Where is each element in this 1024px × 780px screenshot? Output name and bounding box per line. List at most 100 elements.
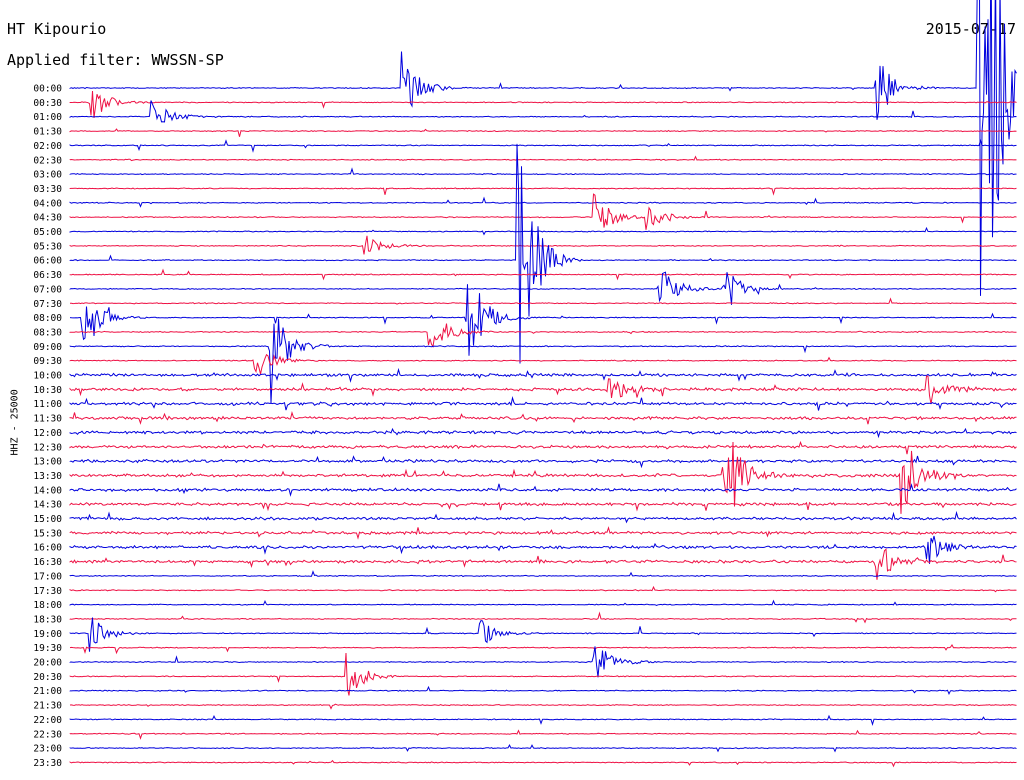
time-tick-label: 21:00 — [33, 686, 62, 697]
trace-row-0130 — [69, 128, 1017, 137]
trace-row-1230 — [69, 440, 1017, 455]
time-tick-label: 12:00 — [33, 428, 62, 439]
trace-row-2000 — [69, 646, 1017, 678]
trace-row-0100 — [69, 100, 1017, 123]
trace-row-0400 — [69, 196, 1017, 208]
time-tick-label: 04:30 — [33, 213, 62, 224]
time-tick-label: 19:00 — [33, 629, 62, 640]
trace-row-2300 — [69, 744, 1017, 753]
time-tick-label: 15:00 — [33, 514, 62, 525]
trace-row-1330 — [69, 441, 1017, 514]
trace-row-0730 — [70, 297, 1017, 305]
trace-row-1430 — [69, 501, 1017, 512]
time-tick-label: 07:30 — [33, 299, 62, 310]
trace-row-1930 — [69, 644, 1017, 655]
time-tick-label: 11:00 — [33, 399, 62, 410]
time-tick-label: 06:00 — [33, 256, 62, 267]
trace-row-2330 — [69, 759, 1017, 768]
filter-label: Applied filter: WWSSN-SP — [7, 51, 224, 69]
time-tick-label: 03:00 — [33, 170, 62, 181]
trace-row-1100 — [69, 396, 1017, 411]
trace-row-1700 — [69, 570, 1017, 578]
time-tick-label: 22:30 — [33, 729, 62, 740]
time-tick-label: 08:30 — [33, 327, 62, 338]
trace-row-1000 — [69, 367, 1017, 383]
trace-row-0300 — [69, 167, 1017, 176]
trace-row-2200 — [69, 714, 1017, 727]
time-tick-label: 17:00 — [33, 571, 62, 582]
time-tick-label: 14:30 — [33, 500, 62, 511]
time-tick-label: 03:30 — [33, 184, 62, 195]
trace-row-0000 — [69, 0, 1017, 296]
time-tick-label: 05:00 — [33, 227, 62, 238]
trace-row-1730 — [69, 585, 1017, 593]
trace-row-1630 — [69, 548, 1017, 580]
time-tick-label: 17:30 — [33, 586, 62, 597]
trace-row-0630 — [69, 268, 1017, 281]
time-tick-label: 07:00 — [33, 284, 62, 295]
trace-row-0030 — [69, 90, 1017, 118]
time-tick-label: 18:00 — [33, 600, 62, 611]
trace-row-0830 — [69, 323, 1017, 348]
time-tick-label: 13:30 — [33, 471, 62, 482]
trace-row-1600 — [69, 535, 1017, 564]
time-tick-label: 05:30 — [33, 241, 62, 252]
time-tick-label: 10:00 — [33, 371, 62, 382]
time-tick-label: 21:30 — [33, 701, 62, 712]
time-tick-label: 10:30 — [33, 385, 62, 396]
time-tick-label: 09:30 — [33, 356, 62, 367]
time-tick-label: 14:00 — [33, 485, 62, 496]
time-tick-label: 00:30 — [33, 98, 62, 109]
station-title: HT Kipourio — [7, 20, 107, 38]
time-tick-label: 00:00 — [33, 84, 62, 95]
time-tick-label: 23:00 — [33, 744, 62, 755]
time-tick-label: 13:00 — [33, 457, 62, 468]
trace-row-1800 — [69, 599, 1017, 607]
time-tick-label: 09:00 — [33, 342, 62, 353]
trace-row-0800 — [69, 284, 1017, 356]
time-tick-label: 18:30 — [33, 614, 62, 625]
time-tick-label: 19:30 — [33, 643, 62, 654]
trace-row-1300 — [69, 455, 1017, 469]
trace-row-1030 — [69, 375, 1017, 405]
time-tick-label: 06:30 — [33, 270, 62, 281]
time-tick-label: 22:00 — [33, 715, 62, 726]
time-tick-label: 01:30 — [33, 127, 62, 138]
time-tick-label: 04:00 — [33, 198, 62, 209]
trace-row-0230 — [69, 155, 1017, 162]
time-tick-label: 02:00 — [33, 141, 62, 152]
time-tick-label: 15:30 — [33, 528, 62, 539]
time-tick-label: 12:30 — [33, 442, 62, 453]
time-tick-label: 23:30 — [33, 758, 62, 769]
trace-row-1530 — [69, 526, 1017, 540]
time-tick-labels: 00:00 00:30 01:00 01:30 02:00 02:30 03:00 03:30… — [33, 84, 62, 769]
time-tick-label: 16:30 — [33, 557, 62, 568]
date-label: 2015-07-17 — [925, 20, 1016, 38]
time-tick-label: 02:30 — [33, 155, 62, 166]
trace-row-2130 — [69, 703, 1017, 710]
seismogram-traces — [69, 0, 1017, 768]
trace-row-2030 — [69, 652, 1017, 696]
trace-row-1400 — [69, 483, 1017, 497]
trace-row-2100 — [69, 685, 1017, 695]
trace-row-0330 — [69, 187, 1017, 196]
trace-row-0900 — [69, 318, 1017, 404]
trace-row-0700 — [69, 271, 1017, 305]
time-tick-label: 01:00 — [33, 112, 62, 123]
trace-row-0600 — [69, 143, 1017, 364]
trace-row-1500 — [69, 510, 1017, 524]
time-tick-label: 20:30 — [33, 672, 62, 683]
trace-row-1830 — [69, 611, 1017, 624]
trace-row-0200 — [69, 138, 1017, 153]
trace-row-1900 — [69, 617, 1017, 652]
trace-row-1200 — [69, 427, 1017, 439]
trace-row-0500 — [69, 226, 1017, 236]
time-tick-label: 11:30 — [33, 414, 62, 425]
trace-row-1130 — [69, 411, 1017, 425]
time-tick-label: 20:00 — [33, 658, 62, 669]
trace-row-2230 — [69, 729, 1017, 740]
time-tick-label: 08:00 — [33, 313, 62, 324]
time-tick-label: 16:00 — [33, 543, 62, 554]
trace-row-0930 — [69, 353, 1017, 375]
